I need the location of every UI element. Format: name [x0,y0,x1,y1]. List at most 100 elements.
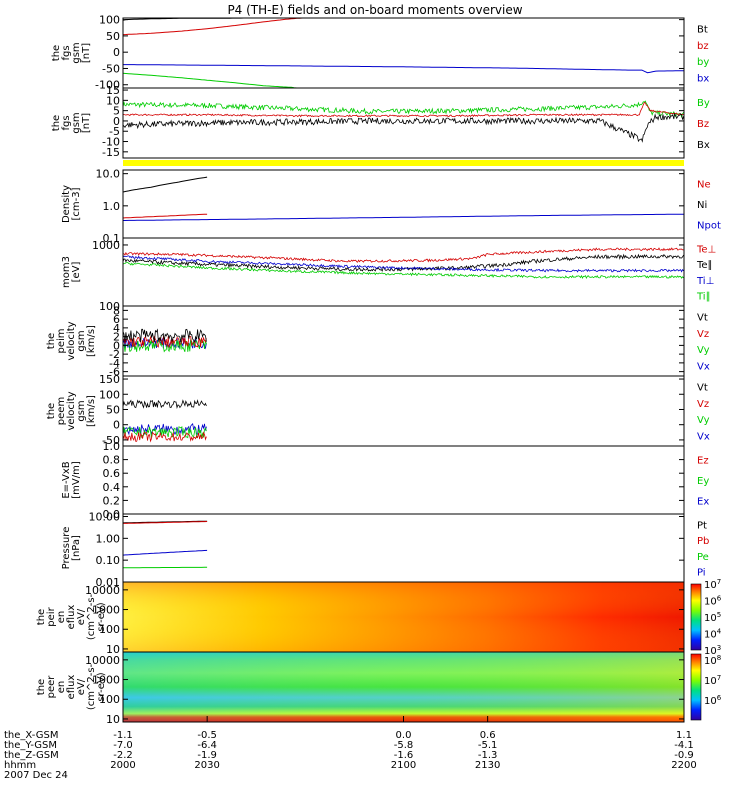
legend-item: Ti∥ [696,292,711,303]
legend-item: Vz [697,329,709,340]
legend-item: Pi [697,568,706,579]
ytick-label: 10.0 [96,168,121,181]
ytick-label: 50 [106,30,120,43]
series-line-dens-2 [123,214,684,220]
colorbar-label: 106 [704,694,722,707]
legend-item: Npot [697,221,721,232]
series-line-bgsm-3 [123,65,684,73]
ylabel-line: [nT] [81,43,92,63]
series-line-temp-0 [123,248,684,262]
panel-frame [123,514,684,582]
ytick-label: 0.6 [103,467,121,480]
figure-title: P4 (TH-E) fields and on-board moments ov… [227,3,522,17]
ion-spectrogram-shade [123,582,684,652]
date-label: 2007 Dec 24 [4,770,68,781]
ylabel-line: [eV] [71,262,82,283]
series-line-bdetr-2 [123,114,684,142]
ytick-label: 1.0 [103,200,121,213]
series-line-vel-3 [123,329,206,342]
xaxis-value: 2200 [671,760,696,771]
ytick-label: 0.10 [96,554,121,567]
legend-item: Ne [697,179,711,190]
legend-item: Bz [697,119,709,130]
ytick-label: 0.2 [103,494,121,507]
legend-item: Vy [697,415,710,426]
series-line-velb-3 [123,401,206,408]
ylabel-line: [nPa] [71,535,82,561]
xaxis-value: 2000 [110,760,135,771]
xaxis-value: 2030 [194,760,219,771]
no-data-stripe [123,160,684,166]
ytick-label: 1.00 [96,532,121,545]
colorbar-label: 106 [704,595,722,608]
legend-item: Vt [697,313,708,324]
ylabel-line: [cm-3] [71,187,82,220]
ylabel-line: sr-eV) [96,602,107,631]
legend-item: Ez [697,455,709,466]
colorbar-label: 105 [704,611,721,624]
ytick-label: -15 [102,146,120,159]
ytick-label: 10.00 [89,510,121,523]
panel-frame [123,306,684,376]
legend-item: Bt [697,25,708,36]
legend-item: Pb [697,536,709,547]
ylabel-line: [km/s] [86,325,97,357]
legend-item: Vt [697,383,708,394]
colorbar-label: 107 [704,674,721,687]
ylabel-line: sr-eV) [96,672,107,701]
legend-item: Ti⊥ [696,276,714,287]
legend-item: Ey [697,476,709,487]
legend-item: Vx [697,431,710,442]
panel-frame [123,446,684,514]
panel-frame [123,170,684,238]
legend-item: Ex [697,497,709,508]
colorbar-espec [691,654,701,720]
ytick-label: 0 [113,46,120,59]
series-line-bgsm-0 [123,17,684,20]
electron-spectrogram-shade [123,652,684,722]
colorbar-label: 107 [704,578,721,591]
ytick-label: 100 [99,388,120,401]
series-line-temp-2 [123,256,684,272]
ylabel-line: [mV/m] [71,461,82,499]
ytick-label: -50 [102,62,120,75]
colorbar-ispec [691,584,701,650]
colorbar-label: 108 [704,654,721,667]
series-line-dens-1 [123,177,207,192]
series-line-dens-0 [123,214,207,218]
legend-item: Pe [697,552,709,563]
legend-item: Te⊥ [696,244,716,255]
legend-item: Ni [697,200,707,211]
legend-item: by [697,57,709,68]
series-line-bgsm-2 [123,73,319,88]
legend-item: bz [697,41,709,52]
ytick-label: 150 [99,373,120,386]
ytick-label: 100 [99,14,120,27]
legend-item: By [697,98,710,109]
ytick-label: 50 [106,403,120,416]
panel-frame [123,238,684,306]
legend-item: Vz [697,399,709,410]
ytick-label: 0.4 [103,481,121,494]
legend-item: Vy [697,345,710,356]
legend-item: Pt [697,520,707,531]
ytick-label: 0 [113,419,120,432]
ylabel-line: [km/s] [86,395,97,427]
xaxis-value: 2130 [475,760,500,771]
ytick-label: 1.0 [103,440,121,453]
series-line-press-2 [123,550,207,555]
series-line-bgsm-1 [123,17,404,35]
legend-item: Bx [697,140,710,151]
ytick-label: 1000 [92,239,120,252]
legend-item: bx [697,73,709,84]
legend-item: Te∥ [696,260,713,271]
